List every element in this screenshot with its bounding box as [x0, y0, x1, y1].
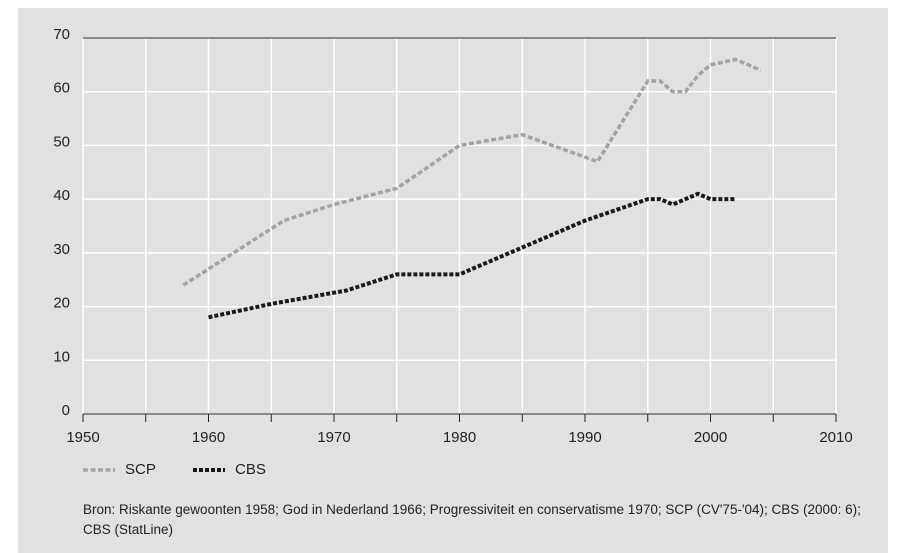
x-tick-label: 1970 — [317, 429, 350, 446]
y-tick-label: 30 — [53, 241, 70, 258]
x-tick-label: 1990 — [568, 429, 601, 446]
x-tick-label: 1980 — [443, 429, 476, 446]
x-tick-label: 2010 — [819, 429, 852, 446]
y-tick-label: 0 — [62, 402, 70, 419]
source-note: Bron: Riskante gewoonten 1958; God in Ne… — [83, 502, 861, 537]
y-tick-label: 40 — [53, 187, 70, 204]
line-series — [182, 57, 762, 287]
x-tick-label: 1950 — [66, 429, 99, 446]
y-tick-label: 50 — [53, 133, 70, 150]
x-tick-label: 2000 — [694, 429, 727, 446]
y-tick-label: 10 — [53, 348, 70, 365]
x-tick-label: 1960 — [192, 429, 225, 446]
y-tick-label: 20 — [53, 295, 70, 312]
line-series — [208, 191, 736, 320]
y-tick-label: 60 — [53, 80, 70, 97]
y-tick-label: 70 — [53, 26, 70, 43]
legend-label: SCP — [125, 461, 156, 478]
panel — [18, 8, 888, 553]
legend-label: CBS — [235, 461, 266, 478]
